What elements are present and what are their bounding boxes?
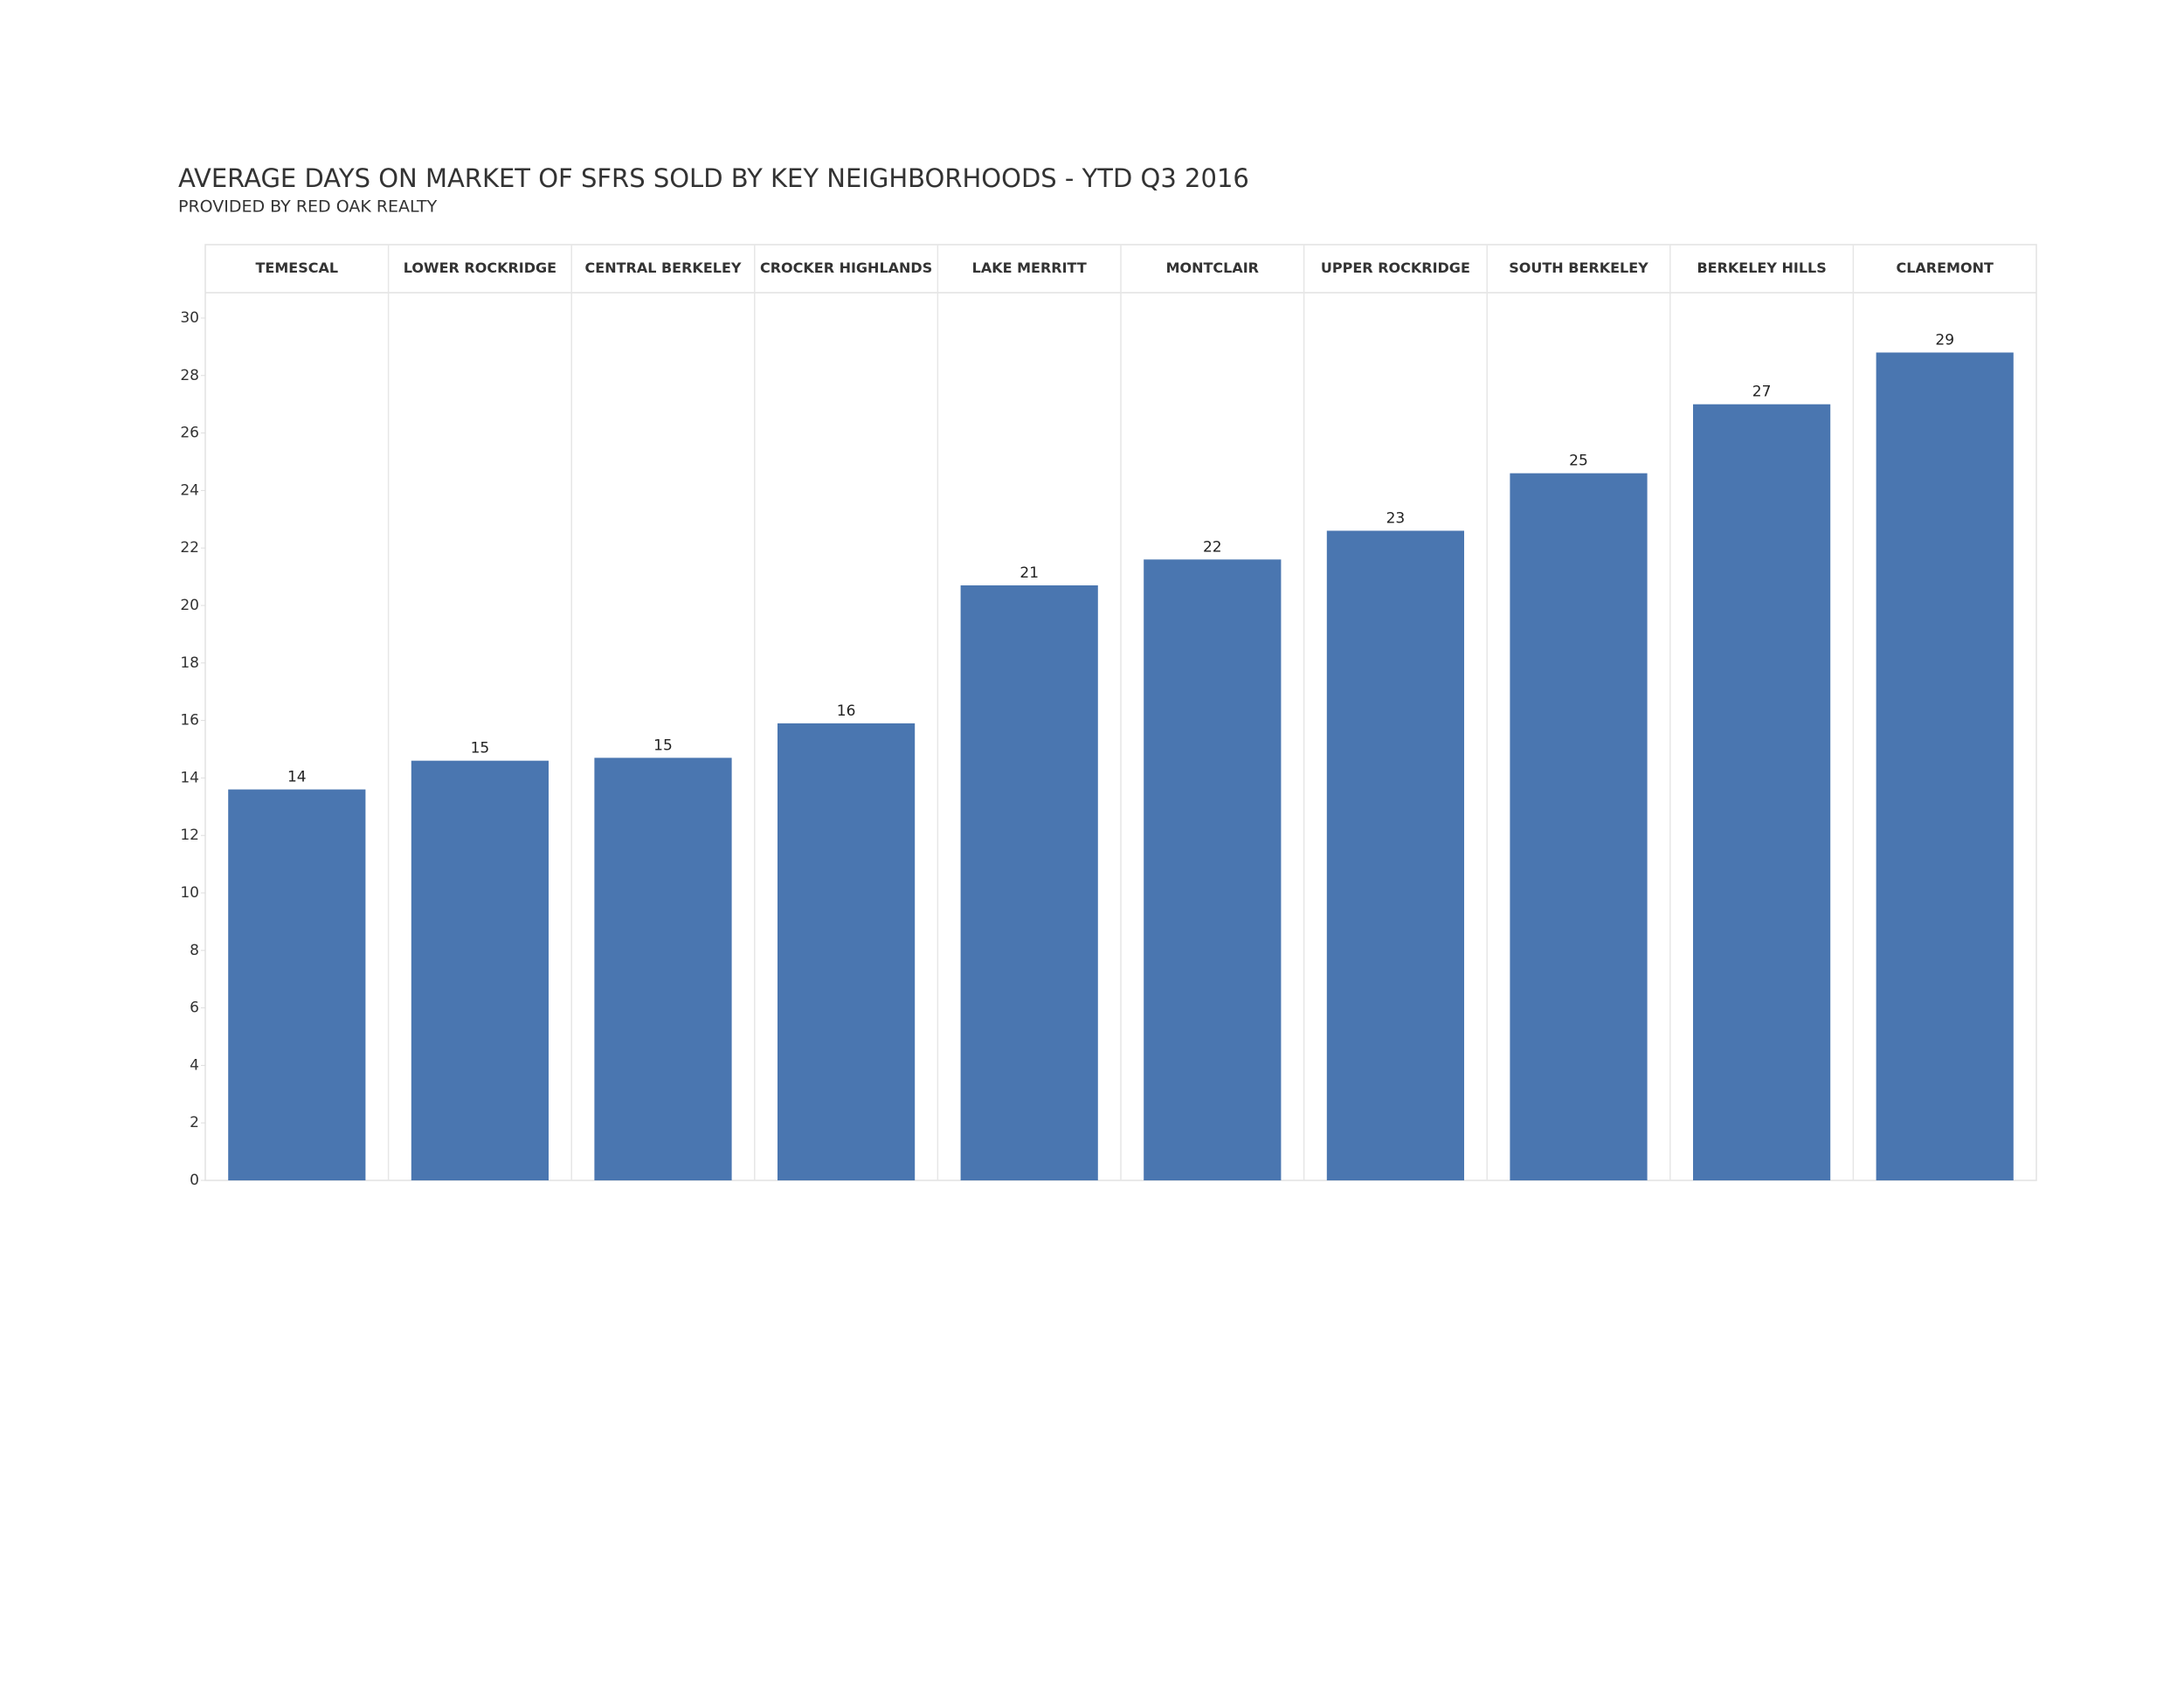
column-header: CLAREMONT <box>1896 259 1993 276</box>
y-tick-label: 10 <box>180 884 199 902</box>
chart-subtitle: PROVIDED BY RED OAK REALTY <box>178 197 438 217</box>
y-tick-label: 20 <box>180 597 199 614</box>
bar <box>960 585 1098 1180</box>
value-label: 22 <box>1203 538 1222 556</box>
y-tick-label: 18 <box>180 654 199 672</box>
value-label: 21 <box>1019 564 1039 582</box>
y-tick-label: 26 <box>180 425 199 442</box>
column-header: CROCKER HIGHLANDS <box>760 259 932 276</box>
bar <box>1876 352 2014 1181</box>
y-tick-label: 2 <box>190 1114 199 1131</box>
value-label: 15 <box>471 740 490 758</box>
bar <box>411 760 549 1180</box>
y-tick-label: 8 <box>190 942 199 959</box>
column-header: SOUTH BERKELEY <box>1509 259 1648 276</box>
column-header: TEMESCAL <box>256 259 339 276</box>
y-tick-label: 4 <box>190 1056 199 1074</box>
bar <box>1693 404 1831 1180</box>
bar <box>1326 530 1464 1180</box>
bar <box>228 789 366 1180</box>
value-label: 27 <box>1752 384 1772 401</box>
value-label: 25 <box>1569 453 1588 470</box>
y-tick-label: 14 <box>180 769 199 786</box>
column-header: UPPER ROCKRIDGE <box>1321 259 1470 276</box>
value-label: 16 <box>837 702 856 720</box>
column-header: MONTCLAIR <box>1166 259 1259 276</box>
bar <box>1510 473 1648 1180</box>
bar <box>1144 559 1282 1180</box>
y-tick-label: 22 <box>180 539 199 557</box>
bar <box>778 723 916 1180</box>
y-tick-label: 30 <box>180 309 199 327</box>
value-label: 29 <box>1935 331 1954 349</box>
column-header: LAKE MERRITT <box>972 259 1087 276</box>
column-header: BERKELEY HILLS <box>1697 259 1826 276</box>
column-header: CENTRAL BERKELEY <box>585 259 742 276</box>
y-tick-label: 24 <box>180 481 199 499</box>
column-header: LOWER ROCKRIDGE <box>404 259 556 276</box>
bar <box>594 758 732 1180</box>
value-label: 23 <box>1386 509 1406 527</box>
y-tick-label: 12 <box>180 827 199 844</box>
y-tick-label: 28 <box>180 367 199 384</box>
value-label: 14 <box>287 769 307 786</box>
chart-title: AVERAGE DAYS ON MARKET OF SFRS SOLD BY K… <box>178 163 1249 193</box>
y-tick-label: 0 <box>190 1172 199 1189</box>
y-tick-label: 16 <box>180 712 199 730</box>
y-tick-label: 6 <box>190 1000 199 1017</box>
value-label: 15 <box>653 737 673 754</box>
